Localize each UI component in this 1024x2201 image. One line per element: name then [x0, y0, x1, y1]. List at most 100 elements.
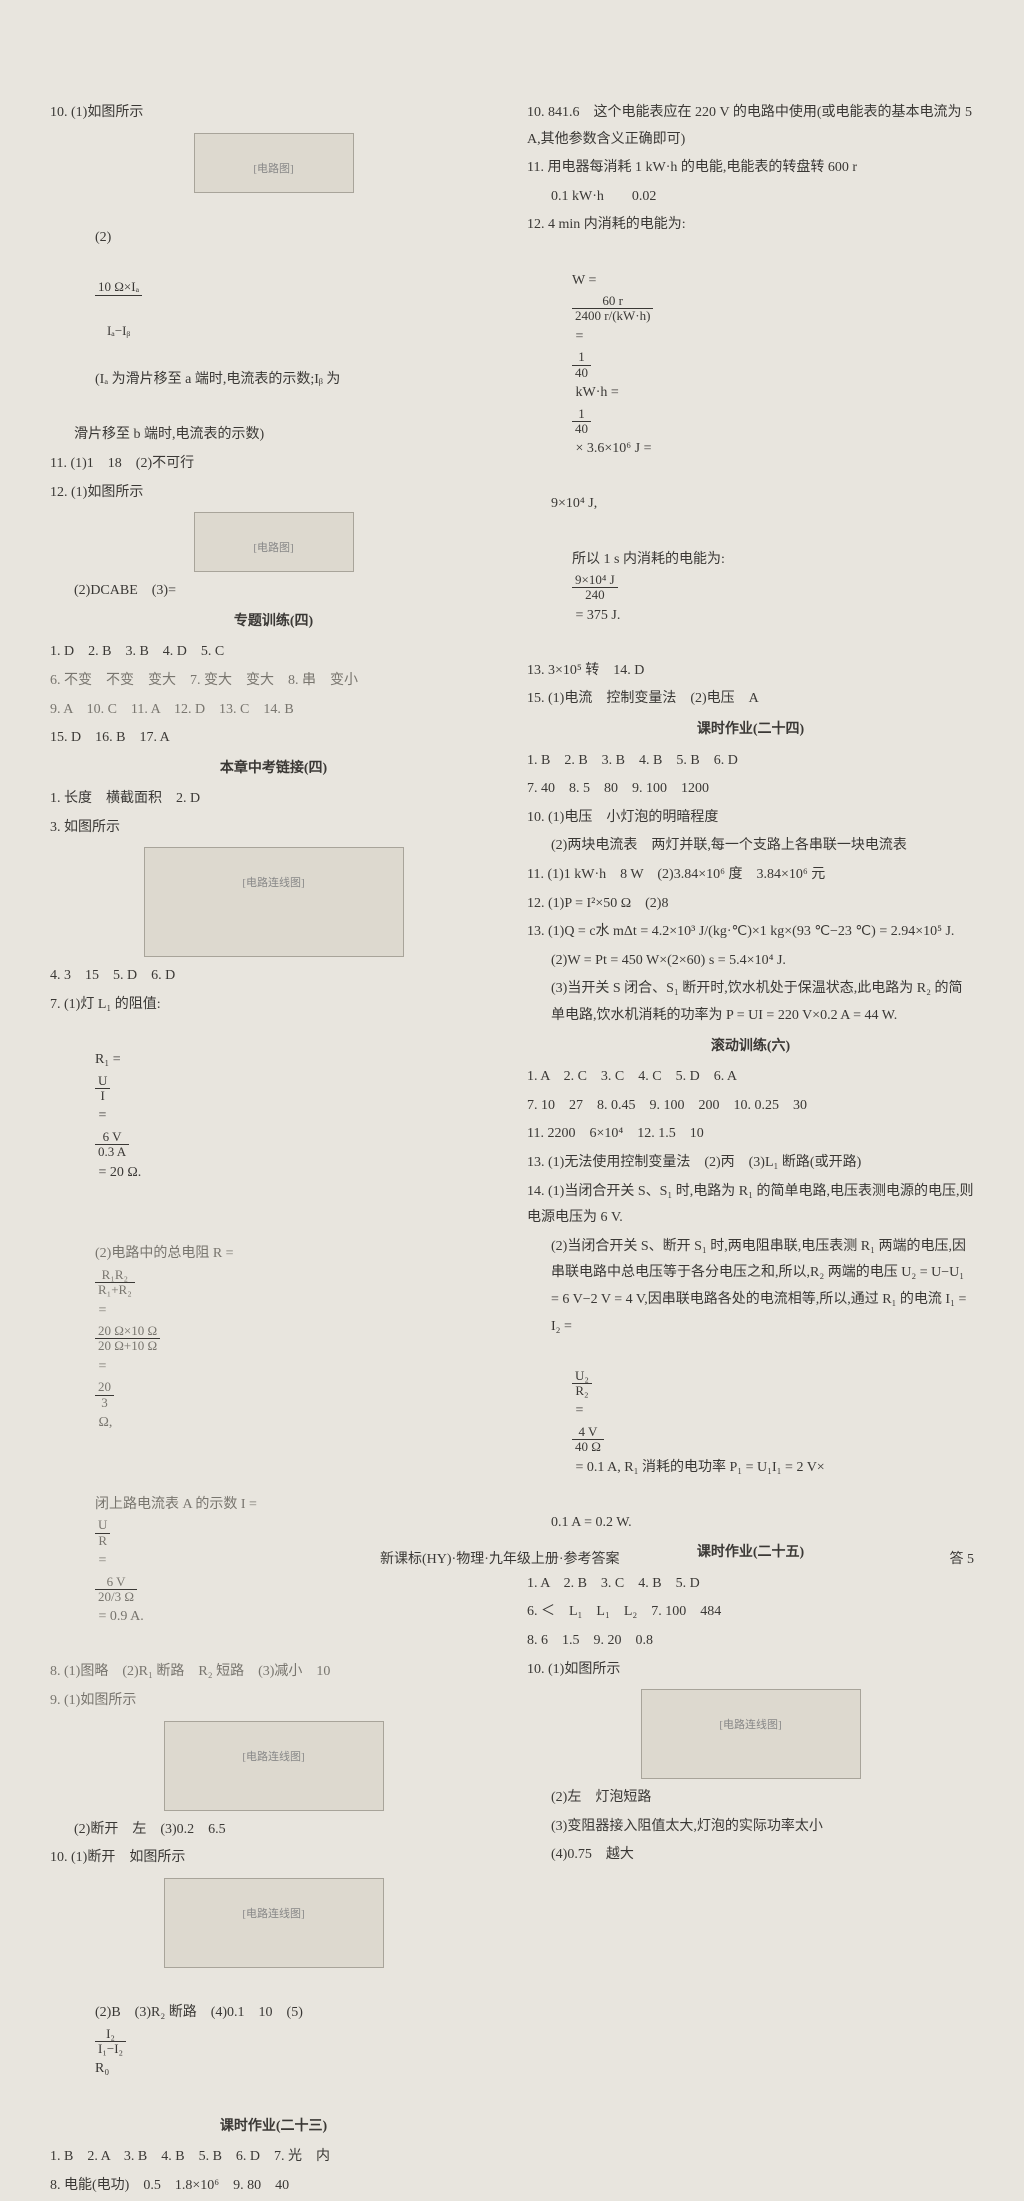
segment: kW·h =: [572, 385, 622, 400]
text-line: 10. (1)如图所示: [527, 1657, 974, 1684]
text-line: 10. (1)如图所示: [50, 100, 497, 127]
fraction: 140: [572, 407, 591, 437]
text-line: 4. 3 15 5. D 6. D: [50, 963, 497, 990]
text-line: 10. (1)断开 如图所示: [50, 1845, 497, 1872]
text-line: (2)电路中的总电阻 R = R₁R₂R₁+R₂ = 20 Ω×10 Ω20 Ω…: [50, 1215, 497, 1463]
text-line: 11. 2200 6×10⁴ 12. 1.5 10: [527, 1121, 974, 1148]
text-line: 9. A 10. C 11. A 12. D 13. C 14. B: [50, 697, 497, 724]
denominator: R: [95, 1534, 110, 1548]
fraction: 203: [95, 1380, 114, 1410]
section-title: 课时作业(二十四): [527, 717, 974, 744]
fraction: 9×10⁴ J240: [572, 573, 618, 603]
fraction: 6 V20/3 Ω: [95, 1575, 137, 1605]
numerator: 10 Ω×Iₐ: [95, 280, 142, 295]
text-line: 1. B 2. B 3. B 4. B 5. B 6. D: [527, 748, 974, 775]
text-line: (2)左 灯泡短路: [527, 1785, 974, 1812]
numerator: 20 Ω×10 Ω: [95, 1324, 160, 1339]
text-line: R₁ = UI = 6 V0.3 A = 20 Ω.: [50, 1021, 497, 1213]
circuit-diagram-1: [电路图]: [194, 133, 354, 193]
fraction: 20 Ω×10 Ω20 Ω+10 Ω: [95, 1324, 160, 1354]
segment: =: [95, 1303, 110, 1318]
segment: W =: [572, 273, 600, 288]
text-line: (2)B (3)R₂ 断路 (4)0.1 10 (5) I₂I₁−I₂ R₀: [50, 1974, 497, 2110]
text-line: 13. 3×10⁵ 转 14. D: [527, 658, 974, 685]
text-line: 8. 6 1.5 9. 20 0.8: [527, 1628, 974, 1655]
section-title: 滚动训练(六): [527, 1034, 974, 1061]
denominator: 40 Ω: [572, 1440, 604, 1454]
circuit-diagram-5: [电路连线图]: [164, 1878, 384, 1968]
text-line: 12. 4 min 内消耗的电能为:: [527, 212, 974, 239]
text-line: 1. 长度 横截面积 2. D: [50, 786, 497, 813]
fraction: UR: [95, 1518, 110, 1548]
denominator: 20 Ω+10 Ω: [95, 1339, 160, 1353]
text-line: (2) 10 Ω×Iₐ Iₐ−Iᵦ (Iₐ 为滑片移至 a 端时,电流表的示数;…: [50, 199, 497, 421]
denominator: I₁−I₂: [95, 2042, 126, 2056]
segment: 闭上路电流表 A 的示数 I =: [95, 1497, 260, 1512]
numerator: R₁R₂: [95, 1268, 135, 1283]
page-footer: 新课标(HY)·物理·九年级上册·参考答案 答 5: [50, 1548, 974, 1568]
text-line: 11. (1)1 18 (2)不可行: [50, 451, 497, 478]
segment: Ω,: [95, 1415, 112, 1430]
fraction: 6 V0.3 A: [95, 1130, 129, 1160]
text-line: U₂R₂ = 4 V40 Ω = 0.1 A, R₁ 消耗的电功率 P₁ = U…: [527, 1342, 974, 1508]
text-line: 7. 10 27 8. 0.45 9. 100 200 10. 0.25 30: [527, 1093, 974, 1120]
text-line: 1. D 2. B 3. B 4. D 5. C: [50, 639, 497, 666]
denominator: 240: [572, 588, 618, 602]
segment: 所以 1 s 内消耗的电能为:: [572, 552, 728, 567]
segment: =: [572, 329, 587, 344]
denominator: 0.3 A: [95, 1145, 129, 1159]
circuit-diagram-4: [电路连线图]: [164, 1721, 384, 1811]
segment: R₀: [95, 2061, 109, 2076]
denominator: 3: [95, 1396, 114, 1410]
fraction: 140: [572, 350, 591, 380]
text-line: 8. 电能(电功) 0.5 1.8×10⁶ 9. 80 40: [50, 2173, 497, 2200]
segment: (2): [95, 230, 111, 245]
text-line: 所以 1 s 内消耗的电能为: 9×10⁴ J240 = 375 J.: [527, 520, 974, 656]
segment: = 375 J.: [572, 608, 620, 623]
text-line: 14. (1)当闭合开关 S、S₁ 时,电路为 R₁ 的简单电路,电压表测电源的…: [527, 1179, 974, 1232]
numerator: U₂: [572, 1369, 592, 1384]
denominator: 20/3 Ω: [95, 1590, 137, 1604]
numerator: 1: [572, 350, 591, 365]
segment: R₁ =: [95, 1052, 124, 1067]
section-title: 专题训练(四): [50, 609, 497, 636]
text-line: (2)W = Pt = 450 W×(2×60) s = 5.4×10⁴ J.: [527, 948, 974, 975]
text-line: 8. (1)图略 (2)R₁ 断路 R₂ 短路 (3)减小 10: [50, 1659, 497, 1686]
denominator: 40: [572, 422, 591, 436]
segment: = 0.1 A, R₁ 消耗的电功率 P₁ = U₁I₁ = 2 V×: [572, 1460, 825, 1475]
segment: = 20 Ω.: [95, 1165, 141, 1180]
text-line: 15. D 16. B 17. A: [50, 725, 497, 752]
fraction: 60 r2400 r/(kW·h): [572, 294, 653, 324]
text-line: 0.1 kW·h 0.02: [527, 184, 974, 211]
text-line: 12. (1)P = I²×50 Ω (2)8: [527, 891, 974, 918]
text-line: 13. (1)Q = c水 mΔt = 4.2×10³ J/(kg·℃)×1 k…: [527, 919, 974, 946]
segment: (Iₐ 为滑片移至 a 端时,电流表的示数;Iᵦ 为: [95, 372, 340, 387]
text-line: (2)两块电流表 两灯并联,每一个支路上各串联一块电流表: [527, 833, 974, 860]
denominator: R₂: [572, 1384, 592, 1398]
numerator: U: [95, 1074, 110, 1089]
numerator: 1: [572, 407, 591, 422]
numerator: 9×10⁴ J: [572, 573, 618, 588]
page-columns: 10. (1)如图所示 [电路图] (2) 10 Ω×Iₐ Iₐ−Iᵦ (Iₐ …: [50, 100, 974, 2201]
denominator: 40: [572, 366, 591, 380]
numerator: I₂: [95, 2027, 126, 2042]
segment: × 3.6×10⁶ J =: [572, 441, 652, 456]
text-line: 9×10⁴ J,: [527, 491, 974, 518]
text-line: (2)DCABE (3)=: [50, 578, 497, 605]
right-column: 10. 841.6 这个电能表应在 220 V 的电路中使用(或电能表的基本电流…: [527, 100, 974, 2201]
text-line: 0.1 A = 0.2 W.: [527, 1510, 974, 1537]
segment: = 0.9 A.: [95, 1609, 144, 1624]
circuit-diagram-3: [电路连线图]: [144, 847, 404, 957]
text-line: 10. 841.6 这个电能表应在 220 V 的电路中使用(或电能表的基本电流…: [527, 100, 974, 153]
numerator: 60 r: [572, 294, 653, 309]
circuit-diagram-6: [电路连线图]: [641, 1689, 861, 1779]
denominator: 2400 r/(kW·h): [572, 309, 653, 323]
fraction: U₂R₂: [572, 1369, 592, 1399]
fraction: 10 Ω×Iₐ Iₐ−Iᵦ: [95, 252, 142, 367]
numerator: 6 V: [95, 1130, 129, 1145]
fraction: 4 V40 Ω: [572, 1425, 604, 1455]
fraction: R₁R₂R₁+R₂: [95, 1268, 135, 1298]
circuit-diagram-2: [电路图]: [194, 512, 354, 572]
numerator: 4 V: [572, 1425, 604, 1440]
segment: =: [95, 1359, 110, 1374]
